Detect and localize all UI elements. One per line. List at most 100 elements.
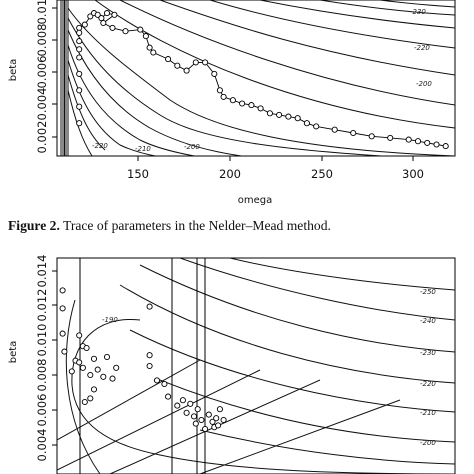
bottom-trace-point [183, 409, 190, 416]
top-trace-point [211, 70, 218, 77]
top-contour-label-6: -200 [184, 143, 200, 151]
bottom-y-tick-0.006: 0.006 [35, 394, 49, 427]
top-trace-point [76, 70, 83, 77]
bottom-trace-point [59, 287, 66, 294]
bottom-trace-point [165, 393, 172, 400]
top-trace-point [331, 126, 338, 133]
top-trace-point [98, 15, 105, 22]
bottom-trace-point [59, 330, 66, 337]
top-x-tick-300: 300 [402, 167, 424, 181]
top-contours [60, 0, 455, 156]
top-trace-point [192, 59, 199, 66]
top-trace-point [229, 97, 236, 104]
top-y-tick-0.010: 0.010 [35, 0, 49, 24]
bottom-trace-point [146, 362, 153, 370]
top-trace-point [150, 49, 157, 56]
bottom-contour-label-230: -230 [420, 349, 436, 357]
bottom-trace-point [194, 406, 201, 413]
top-trace-point [111, 11, 118, 18]
top-contour-label-5: -210 [135, 145, 151, 153]
top-trace-point [414, 138, 422, 145]
bottom-trace-point [103, 353, 111, 361]
top-contour-label-4: -220 [92, 142, 108, 150]
top-plot-frame [56, 0, 456, 157]
bottom-contour-label-240: -240 [420, 317, 436, 325]
bottom-trace-point [68, 368, 75, 375]
bottom-trace-point [87, 395, 94, 402]
top-trace-point [142, 33, 149, 40]
bottom-trace-point [79, 364, 86, 371]
top-x-axis-title: omega [238, 195, 273, 206]
top-contour-label-1: -230 [410, 8, 426, 16]
top-trace-point [216, 87, 223, 94]
top-x-tick-150: 150 [127, 167, 149, 181]
top-trace-point [137, 26, 144, 33]
top-trace-point [81, 21, 88, 28]
top-trace-point [76, 46, 83, 53]
top-trace-point [442, 143, 449, 150]
top-trace [76, 10, 449, 150]
top-trace-point [433, 141, 440, 148]
top-trace-point [183, 67, 190, 74]
bottom-trace-point [161, 380, 168, 388]
top-trace-point [100, 19, 107, 27]
bottom-trace [59, 287, 227, 433]
bottom-trace-point [179, 397, 186, 404]
top-contour-label-3: -200 [416, 80, 432, 88]
bottom-contour-label-220: -220 [420, 380, 436, 388]
top-trace-point [220, 93, 227, 100]
top-trace-point [239, 100, 246, 107]
top-trace-point [266, 110, 273, 117]
bottom-trace-point [187, 400, 194, 407]
top-trace-point [103, 10, 111, 17]
bottom-trace-point [192, 420, 199, 427]
bottom-contour-label-250: -250 [420, 288, 436, 296]
top-trace-point [87, 13, 94, 20]
bottom-trace-point [220, 416, 227, 424]
bottom-trace-point [100, 373, 107, 380]
top-trace-point [424, 139, 431, 146]
bottom-y-axis: 0.014 0.012 0.010 0.008 0.006 0.004 beta [8, 255, 57, 462]
bottom-trace-point [90, 386, 98, 393]
bottom-trace-point [109, 375, 116, 382]
bottom-contour-label-210: -210 [420, 409, 436, 417]
top-x-tick-200: 200 [219, 167, 241, 181]
top-trace-point [276, 111, 283, 118]
top-trace-point [405, 136, 412, 143]
bottom-y-tick-0.008: 0.008 [35, 359, 49, 392]
figure-caption: Figure 2. Trace of parameters in the Nel… [8, 218, 468, 234]
bottom-trace-point [81, 398, 88, 406]
bottom-trace-point [83, 344, 90, 352]
top-trace-point [146, 44, 153, 51]
top-y-tick-0.008: 0.008 [35, 24, 49, 57]
top-y-tick-0.006: 0.006 [35, 56, 49, 89]
top-trace-point [313, 123, 320, 130]
bottom-trace-point [198, 416, 205, 424]
bottom-trace-point [146, 352, 153, 359]
top-y-axis-title: beta [8, 59, 19, 82]
top-trace-point [94, 11, 101, 18]
top-trace-point [285, 113, 292, 120]
figure-caption-text: Trace of parameters in the Nelder–Mead m… [63, 218, 331, 233]
bottom-y-tick-0.012: 0.012 [35, 289, 49, 322]
bottom-trace-point [153, 377, 161, 384]
top-trace-point [174, 62, 181, 69]
top-trace-point [350, 129, 357, 137]
bottom-trace-point [215, 422, 222, 429]
bottom-y-axis-title: beta [8, 341, 19, 364]
bottom-trace-point [61, 348, 68, 355]
bottom-trace-point [205, 411, 212, 418]
top-trace-point [248, 102, 255, 109]
bottom-trace-point [113, 364, 120, 371]
bottom-y-tick-0.014: 0.014 [35, 255, 49, 288]
bottom-trace-point [76, 359, 83, 366]
top-trace-point [257, 105, 264, 112]
bottom-y-tick-0.004: 0.004 [35, 429, 49, 462]
top-trace-point [76, 54, 83, 61]
top-y-tick-0.002: 0.002 [35, 121, 49, 154]
top-trace-point [76, 38, 83, 45]
bottom-trace-point [202, 425, 209, 433]
top-trace-point [109, 24, 116, 31]
top-y-tick-0.004: 0.004 [35, 88, 49, 121]
